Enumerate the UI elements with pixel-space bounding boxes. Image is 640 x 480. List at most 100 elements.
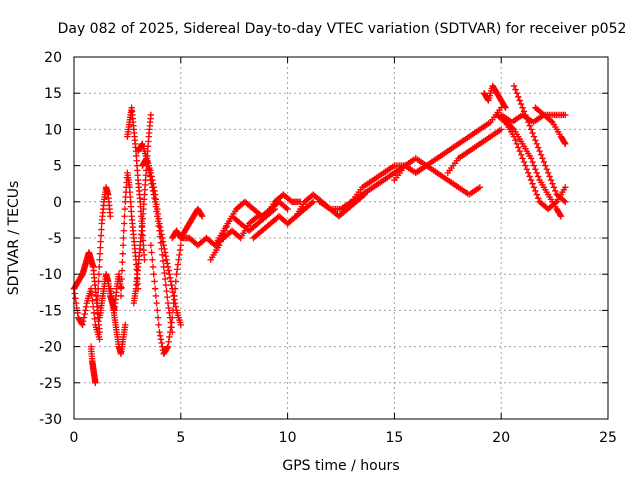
data-point — [161, 245, 168, 253]
data-point — [308, 199, 316, 207]
data-point — [152, 196, 160, 203]
data-point — [171, 292, 178, 300]
series-arc-m — [169, 205, 206, 242]
x-tick-label: 0 — [70, 430, 79, 446]
data-point — [158, 339, 165, 347]
data-point — [509, 124, 516, 132]
data-point — [164, 344, 171, 352]
data-point — [284, 205, 291, 213]
data-point — [176, 251, 183, 259]
data-point — [549, 180, 556, 187]
data-point — [138, 141, 145, 149]
data-point — [517, 100, 525, 108]
data-point — [147, 111, 155, 119]
data-point — [170, 299, 177, 307]
data-point — [169, 314, 176, 321]
data-point — [533, 169, 540, 177]
data-point — [80, 318, 87, 325]
y-tick-label: 10 — [44, 122, 62, 138]
data-point — [169, 289, 177, 296]
data-point — [164, 293, 171, 301]
data-point — [547, 176, 555, 184]
data-point — [515, 144, 522, 151]
x-tick-label: 20 — [492, 430, 510, 446]
data-point — [164, 263, 172, 271]
data-point — [515, 93, 522, 101]
data-point — [95, 285, 102, 292]
data-point — [535, 173, 542, 180]
data-point — [117, 292, 125, 300]
data-point — [562, 140, 569, 148]
data-point — [562, 111, 569, 119]
series-arc-h — [124, 104, 148, 263]
series-arc-z3 — [493, 111, 565, 220]
data-point — [162, 252, 170, 260]
series-arc-z4 — [532, 104, 569, 148]
data-point — [159, 343, 166, 350]
data-point — [510, 82, 518, 90]
data-point — [151, 285, 159, 292]
data-point — [119, 258, 126, 266]
y-tick-label: 15 — [44, 86, 62, 102]
data-point — [516, 147, 523, 155]
data-point — [557, 213, 565, 220]
data-point — [118, 275, 125, 283]
data-point — [164, 260, 171, 267]
data-point — [176, 246, 184, 254]
data-point — [153, 201, 160, 208]
data-point — [82, 307, 89, 314]
data-point — [527, 176, 535, 184]
data-point — [522, 162, 529, 169]
data-point — [516, 97, 523, 104]
data-point — [502, 104, 509, 111]
series-arc-l — [147, 242, 184, 358]
data-point — [175, 256, 182, 263]
data-point — [532, 137, 539, 144]
data-point — [154, 205, 161, 213]
data-point — [542, 162, 549, 169]
data-point — [532, 187, 539, 195]
data-point — [149, 180, 157, 187]
data-point — [161, 275, 169, 283]
y-tick-label: -25 — [39, 376, 62, 392]
data-point — [173, 271, 180, 278]
data-point — [174, 261, 182, 268]
series-arc-f — [107, 285, 129, 358]
data-point — [512, 137, 519, 144]
data-point — [533, 140, 540, 148]
data-point — [543, 166, 550, 173]
data-point — [98, 226, 105, 233]
data-point — [517, 151, 525, 158]
data-point — [162, 281, 170, 289]
data-point — [118, 267, 126, 274]
data-point — [535, 144, 542, 151]
data-point — [557, 211, 564, 219]
data-point — [529, 180, 536, 187]
data-point — [498, 126, 505, 133]
data-point — [91, 315, 98, 323]
data-point — [546, 173, 553, 180]
data-point — [484, 96, 491, 103]
data-point — [198, 211, 205, 219]
data-point — [120, 227, 128, 234]
data-point — [177, 242, 184, 249]
y-tick-label: -5 — [48, 231, 62, 247]
data-point — [536, 147, 543, 155]
data-point — [526, 122, 533, 129]
data-point — [561, 139, 568, 146]
data-point — [198, 213, 206, 220]
data-point — [122, 321, 129, 329]
data-point — [166, 333, 173, 341]
data-point — [149, 256, 156, 263]
data-point — [163, 256, 170, 263]
data-point — [160, 242, 167, 249]
data-point — [153, 299, 160, 307]
data-point — [97, 232, 105, 239]
data-point — [291, 214, 298, 221]
data-point — [533, 191, 540, 198]
data-point — [121, 213, 128, 220]
y-tick-label: -30 — [39, 412, 62, 428]
data-point — [151, 187, 158, 195]
data-point — [150, 184, 157, 191]
